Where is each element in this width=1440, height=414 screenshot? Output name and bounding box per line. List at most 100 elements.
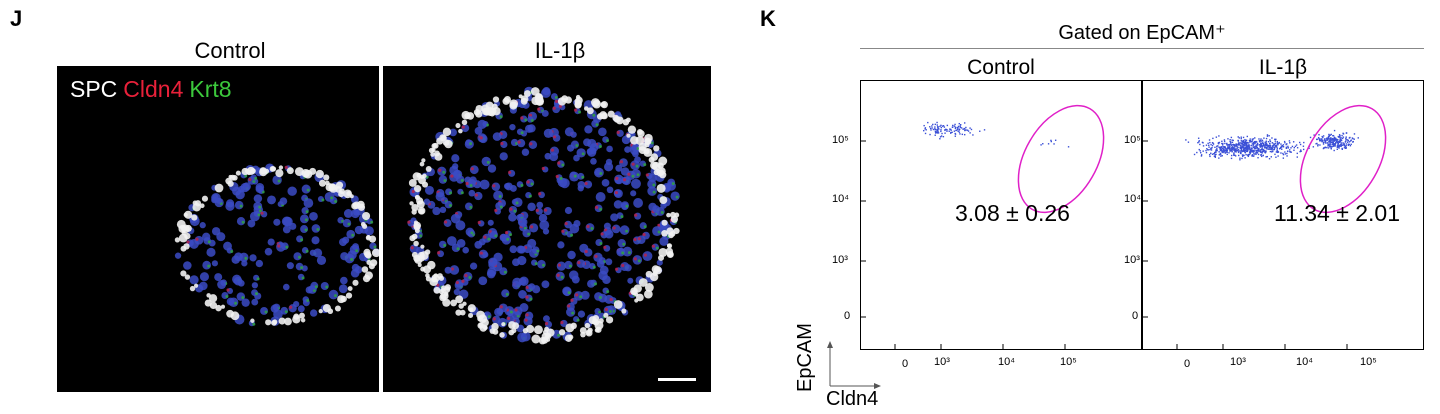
event-dot <box>1246 146 1249 148</box>
spc-signal <box>643 289 653 299</box>
nucleus <box>486 269 496 279</box>
event-dot <box>957 127 959 129</box>
cldn4-signal <box>573 108 578 112</box>
krt8-signal <box>643 163 647 167</box>
event-dot <box>959 133 961 135</box>
x-tick-label: 10⁵ <box>1060 356 1077 368</box>
event-dot <box>1271 150 1274 153</box>
event-dot <box>1225 150 1227 152</box>
event-dot <box>1229 141 1232 143</box>
event-dot <box>1237 154 1240 157</box>
event-dot <box>1258 149 1260 152</box>
event-dot <box>937 130 939 133</box>
spc-signal <box>235 170 241 176</box>
event-dot <box>1261 145 1264 148</box>
cldn4-signal <box>443 220 448 224</box>
nucleus <box>499 152 508 161</box>
event-dot <box>1200 154 1203 156</box>
event-dot <box>1219 152 1222 155</box>
event-dot <box>1261 147 1263 149</box>
event-dot <box>1266 134 1269 136</box>
event-dot <box>1333 140 1335 142</box>
event-dot <box>1228 146 1231 148</box>
event-dot <box>1268 146 1270 148</box>
event-dot <box>1232 149 1235 151</box>
nucleus <box>564 206 573 215</box>
nucleus <box>217 280 227 290</box>
event-dot <box>938 128 940 130</box>
nucleus <box>508 213 517 222</box>
krt8-signal <box>503 270 507 274</box>
event-dot <box>1250 147 1253 149</box>
nucleus <box>449 128 457 137</box>
event-dot <box>966 129 969 131</box>
krt8-signal <box>316 227 320 231</box>
spc-signal <box>176 219 186 229</box>
event-dot <box>1213 153 1215 155</box>
spc-signal <box>661 219 668 226</box>
event-dot <box>1053 143 1055 145</box>
event-dot <box>958 128 961 130</box>
event-dot <box>1258 148 1260 150</box>
event-dot <box>1269 139 1271 141</box>
event-dot <box>1219 149 1222 152</box>
event-dot <box>1351 137 1354 139</box>
event-dot <box>1240 151 1242 154</box>
event-dot <box>959 125 961 127</box>
event-dot <box>1328 140 1331 142</box>
nucleus <box>444 266 452 274</box>
spc-signal <box>469 307 474 312</box>
event-dot <box>1331 137 1334 140</box>
krt8-signal <box>304 218 308 222</box>
spc-signal <box>425 166 432 172</box>
event-dot <box>1282 153 1285 156</box>
event-dot <box>940 124 942 127</box>
event-dot <box>1208 139 1211 141</box>
event-dot <box>1279 147 1282 149</box>
event-dot <box>1207 142 1209 145</box>
nucleus <box>492 132 502 141</box>
event-dot <box>1040 144 1042 146</box>
event-dot <box>1231 139 1233 141</box>
event-dot <box>1236 148 1238 150</box>
event-dot <box>1220 149 1223 151</box>
event-dot <box>1317 145 1319 147</box>
krt8-signal <box>625 229 629 233</box>
event-dot <box>932 128 935 131</box>
event-dot <box>1325 142 1327 144</box>
nucleus <box>631 178 641 189</box>
event-dot <box>1230 142 1232 144</box>
krt8-signal <box>621 251 625 255</box>
event-dot <box>1345 138 1347 141</box>
cldn4-signal <box>557 263 561 267</box>
spc-signal <box>674 212 680 218</box>
event-dot <box>953 125 956 127</box>
nucleus <box>571 275 580 284</box>
event-dot <box>1234 150 1237 152</box>
nucleus <box>527 124 536 133</box>
event-dot <box>1252 151 1254 153</box>
event-dot <box>1247 142 1250 144</box>
event-dot <box>1244 141 1247 143</box>
spc-signal <box>673 227 680 235</box>
krt8-signal <box>330 196 334 200</box>
event-dot <box>1262 154 1264 157</box>
event-dot <box>935 132 937 134</box>
event-dot <box>1330 141 1333 144</box>
event-dot <box>1329 143 1331 146</box>
event-dot <box>946 124 949 127</box>
event-dot <box>1237 143 1240 145</box>
krt8-signal <box>499 205 503 209</box>
nucleus <box>615 164 623 172</box>
spc-signal <box>225 177 232 185</box>
event-dot <box>1338 140 1340 143</box>
nucleus <box>517 245 526 254</box>
event-dot <box>1270 151 1273 153</box>
event-dot <box>924 128 926 130</box>
cldn4-gate <box>1299 104 1387 214</box>
event-dot <box>1286 150 1289 153</box>
event-dot <box>1325 138 1328 140</box>
krt8-signal <box>306 188 310 192</box>
event-dot <box>1275 151 1278 153</box>
event-dot <box>1282 157 1285 159</box>
